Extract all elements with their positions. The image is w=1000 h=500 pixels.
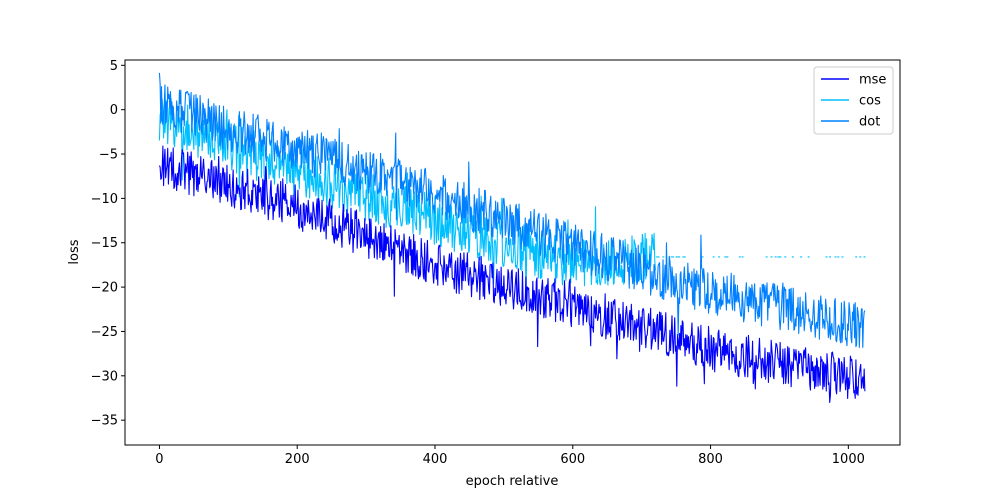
plot-area	[124, 59, 901, 446]
y-tick-label: −10	[91, 192, 118, 207]
x-axis-label: epoch relative	[466, 474, 559, 489]
legend-label-mse: mse	[859, 73, 886, 88]
plot-frame	[124, 59, 901, 446]
legend-label-cos: cos	[859, 94, 881, 109]
x-tick-label: 1000	[832, 452, 865, 467]
x-tick-label: 600	[560, 452, 585, 467]
legend-box	[813, 66, 894, 135]
legend-label-dot: dot	[859, 115, 880, 130]
y-tick-label: −20	[91, 281, 118, 296]
series-layer	[158, 72, 866, 404]
y-tick-label: −15	[91, 236, 118, 251]
x-tick-label: 200	[285, 452, 310, 467]
y-tick-label: −5	[99, 148, 118, 163]
y-axis-ticks: 5 0 −5 −10 −15 −20 −25 −30 −35	[91, 59, 125, 429]
x-tick-label: 400	[423, 452, 448, 467]
legend: mse cos dot	[813, 66, 894, 135]
y-tick-label: −35	[91, 414, 118, 429]
y-tick-label: 5	[110, 59, 118, 74]
y-tick-label: −25	[91, 325, 118, 340]
x-tick-label: 800	[698, 452, 723, 467]
series-line-cos	[158, 97, 656, 303]
x-axis-ticks: 0 200 400 600 800 1000	[155, 445, 865, 467]
series-line-mse	[158, 145, 866, 404]
x-tick-label: 0	[155, 452, 163, 467]
series-line-dot	[158, 72, 866, 348]
y-tick-label: 0	[110, 103, 118, 118]
y-axis-label: loss	[67, 239, 82, 264]
y-tick-label: −30	[91, 369, 118, 384]
